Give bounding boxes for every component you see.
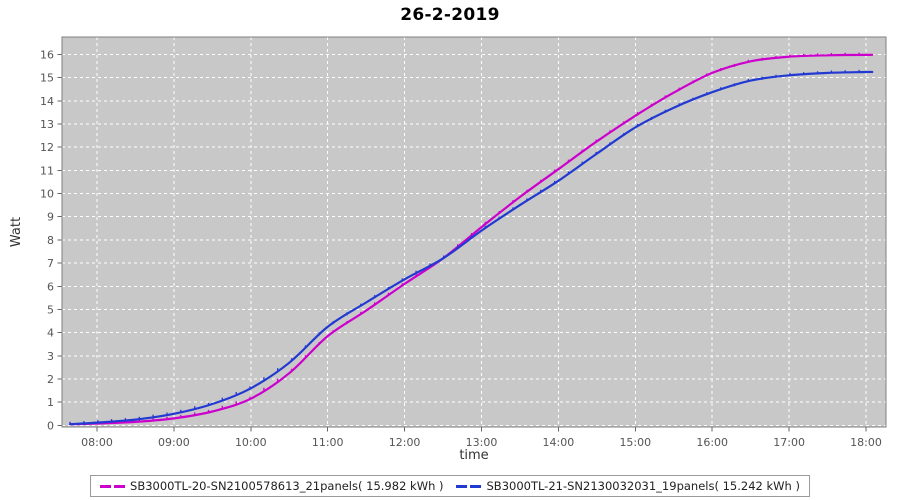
x-tick-label: 08:00	[81, 436, 113, 449]
series-0-label: SB3000TL-20-SN2100578613_21panels( 15.98…	[130, 479, 444, 493]
legend-item-series-0: SB3000TL-20-SN2100578613_21panels( 15.98…	[100, 479, 444, 493]
x-tick-label: 10:00	[235, 436, 267, 449]
y-tick-label: 0	[47, 419, 54, 432]
x-tick-label: 18:00	[850, 436, 882, 449]
series-1-line-swatch	[456, 484, 482, 488]
x-tick-label: 11:00	[312, 436, 344, 449]
y-axis-label: Watt	[9, 216, 24, 248]
x-tick-label: 09:00	[158, 436, 190, 449]
x-axis-label: time	[459, 448, 489, 463]
y-tick-label: 4	[47, 327, 54, 340]
y-tick-label: 7	[47, 257, 54, 270]
y-tick-label: 2	[47, 373, 54, 386]
legend: SB3000TL-20-SN2100578613_21panels( 15.98…	[90, 475, 810, 497]
y-tick-label: 12	[40, 141, 54, 154]
x-tick-label: 15:00	[619, 436, 651, 449]
x-tick-label: 12:00	[389, 436, 421, 449]
plot-area[interactable]: 08:00 09:00 10:00 11:00 12:00 13:00 14:00 15:00…	[0, 0, 900, 468]
series-0-line-swatch	[100, 484, 126, 488]
y-tick-label: 10	[40, 188, 54, 201]
x-tick-label: 14:00	[543, 436, 575, 449]
y-tick-label: 14	[40, 95, 54, 108]
y-tick-label: 1	[47, 396, 54, 409]
y-tick-label: 8	[47, 234, 54, 247]
legend-item-series-1: SB3000TL-21-SN2130032031_19panels( 15.24…	[456, 479, 800, 493]
chart-title: 26-2-2019	[400, 5, 500, 25]
x-tick-label: 13:00	[466, 436, 498, 449]
y-tick-label: 13	[40, 118, 54, 131]
x-tick-label: 16:00	[696, 436, 728, 449]
y-tick-label: 5	[47, 303, 54, 316]
plot-border	[61, 36, 887, 428]
y-tick-label: 3	[47, 350, 54, 363]
series-1-markers	[69, 69, 860, 425]
y-tick-label: 6	[47, 280, 54, 293]
x-tick-label: 17:00	[773, 436, 805, 449]
y-tick-label: 9	[47, 211, 54, 224]
y-tick-label: 15	[40, 72, 54, 85]
y-tick-label: 16	[40, 48, 54, 61]
y-tick-label: 11	[40, 164, 54, 177]
series-1-label: SB3000TL-21-SN2130032031_19panels( 15.24…	[486, 479, 800, 493]
